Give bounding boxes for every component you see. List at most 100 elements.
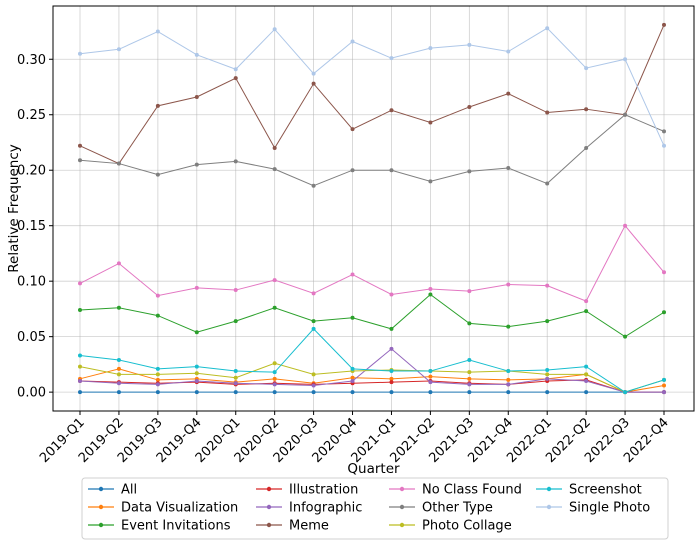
data-point: [662, 377, 666, 382]
data-point: [623, 112, 628, 117]
data-point: [428, 374, 433, 379]
legend-label: Illustration: [289, 483, 358, 498]
data-point: [311, 372, 316, 377]
data-point: [194, 390, 199, 395]
y-axis: 0.00 0.05 0.10 0.15 0.20 0.25 0.30: [17, 53, 53, 401]
data-point: [233, 76, 238, 81]
data-point: [155, 382, 160, 387]
data-point: [194, 94, 199, 99]
data-point: [233, 67, 238, 72]
legend-label: Meme: [289, 519, 329, 534]
legend-label: Event Invitations: [121, 519, 231, 534]
data-point: [350, 272, 355, 277]
data-point: [545, 367, 550, 372]
data-point: [272, 390, 277, 395]
y-tick-label: 0.10: [17, 275, 46, 290]
data-point: [78, 281, 82, 286]
data-point: [584, 372, 589, 377]
series-line: [79, 348, 664, 393]
data-point: [506, 282, 511, 287]
data-point: [78, 51, 82, 56]
series-single-photo: [78, 26, 666, 148]
legend-label: Data Visualization: [121, 501, 238, 516]
data-point: [623, 334, 628, 339]
data-point: [467, 42, 472, 47]
data-point: [155, 293, 160, 298]
y-tick-label: 0.30: [17, 53, 46, 68]
data-point: [272, 167, 277, 172]
data-point: [155, 377, 160, 382]
data-point: [116, 261, 121, 266]
data-point: [116, 366, 121, 371]
data-point: [233, 390, 238, 395]
data-point: [389, 390, 394, 395]
data-point: [272, 382, 277, 387]
data-point: [428, 179, 433, 184]
legend-marker: [266, 486, 272, 492]
legend-marker: [98, 522, 104, 528]
series-line: [79, 24, 665, 165]
data-point: [350, 168, 355, 173]
data-point: [78, 364, 82, 369]
data-point: [78, 308, 82, 313]
data-point: [155, 390, 160, 395]
data-point: [428, 390, 433, 395]
data-point: [584, 364, 589, 369]
data-point: [584, 107, 589, 112]
data-point: [194, 162, 199, 167]
data-point: [623, 390, 628, 395]
data-point: [233, 369, 238, 374]
data-point: [506, 49, 511, 54]
data-point: [545, 283, 550, 288]
data-point: [545, 26, 550, 31]
data-point: [506, 324, 511, 329]
data-point: [584, 66, 589, 71]
legend-label: Single Photo: [569, 501, 650, 516]
series-line: [79, 27, 665, 147]
data-point: [428, 46, 433, 51]
legend-marker: [98, 504, 104, 510]
data-point: [311, 383, 316, 388]
data-point: [155, 29, 160, 34]
series-line: [79, 224, 665, 302]
y-tick-label: 0.15: [17, 219, 46, 234]
series-all: [78, 390, 666, 395]
legend-entry: Photo Collage: [389, 519, 512, 534]
data-point: [662, 129, 666, 134]
data-point: [428, 286, 433, 291]
legend-marker: [98, 486, 104, 492]
data-point: [78, 158, 82, 163]
data-point: [506, 390, 511, 395]
series-line: [79, 362, 665, 393]
data-point: [155, 366, 160, 371]
data-point: [506, 382, 511, 387]
data-point: [116, 372, 121, 377]
legend-entry: All: [88, 483, 137, 498]
data-point: [350, 366, 355, 371]
series-screenshot: [78, 326, 666, 395]
data-point: [467, 104, 472, 109]
series-infographic: [78, 346, 666, 395]
data-point: [467, 169, 472, 174]
data-point: [389, 108, 394, 113]
legend-marker: [546, 504, 552, 510]
data-point: [428, 369, 433, 374]
data-point: [389, 346, 394, 351]
data-point: [78, 143, 82, 148]
legend-marker: [399, 522, 405, 528]
data-point: [350, 315, 355, 320]
legend-entry: Infographic: [256, 501, 362, 516]
data-point: [116, 390, 121, 395]
data-point: [389, 376, 394, 381]
legend-label: Other Type: [422, 501, 493, 516]
data-point: [623, 223, 628, 228]
legend-marker: [266, 522, 272, 528]
data-point: [545, 390, 550, 395]
data-point: [194, 371, 199, 376]
data-point: [662, 310, 666, 315]
data-point: [233, 381, 238, 386]
data-point: [311, 71, 316, 76]
data-point: [662, 270, 666, 275]
data-point: [272, 305, 277, 310]
legend-label: No Class Found: [422, 483, 522, 498]
